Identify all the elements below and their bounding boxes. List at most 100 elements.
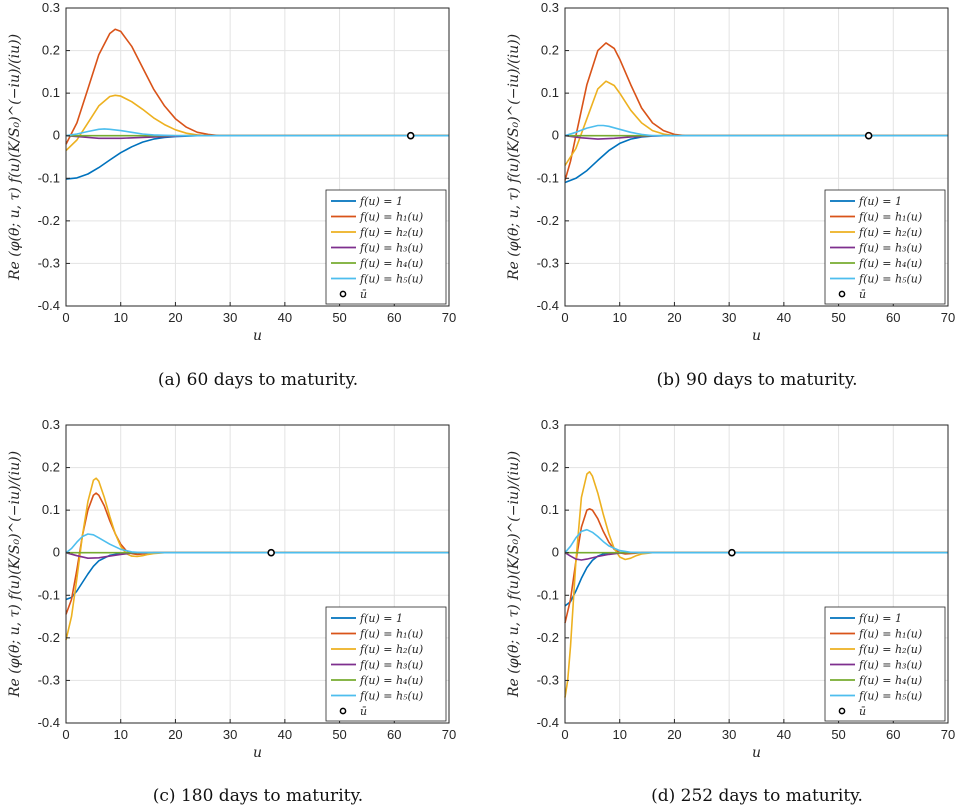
legend-entry: f(u) = h₄(u) [359,674,423,687]
chart-panel-3: 0 10 20 30 40 50 60 70 0.3 0.2 0.1 0 -0.1 -0.2 -0.3 -0.… [7,417,456,806]
legend-marker-swatch [339,290,347,298]
legend-entry: f(u) = h₅(u) [359,690,423,703]
subfigure-caption: (c) 180 days to maturity. [153,786,363,806]
legend-entry: f(u) = h₄(u) [359,257,423,270]
legend-entry: f(u) = h₁(u) [858,628,922,641]
y-tick-label: 0.3 [42,0,60,15]
x-tick-label: 40 [278,310,292,325]
u-bar-marker [728,548,736,557]
axes-box [65,7,450,307]
u-bar-marker [406,131,415,140]
x-axis-label: u [752,328,761,344]
y-tick-label: -0.2 [38,213,60,228]
legend-entry: f(u) = h₄(u) [858,257,922,270]
y-tick-label: -0.1 [537,587,559,602]
axes-box [65,424,450,724]
x-tick-label: 70 [941,310,955,325]
y-tick-label: 0 [53,128,60,143]
legend-entry: f(u) = h₅(u) [858,273,922,286]
legend-entry: f(u) = h₂(u) [359,643,423,656]
x-tick-label: 20 [168,310,182,325]
legend: f(u) = 1 f(u) = h₁(u) f(u) = h₂(u) f(u) = h… [824,189,946,305]
y-tick-label: -0.4 [38,715,60,730]
u-bar-marker [864,131,873,140]
x-axis-label: u [253,328,262,344]
x-axis-label: u [253,745,262,761]
y-tick-label: 0.1 [42,85,60,100]
y-tick-label: 0.3 [541,417,559,432]
x-tick-label: 0 [62,310,69,325]
x-tick-label: 50 [332,727,346,742]
legend: f(u) = 1 f(u) = h₁(u) f(u) = h₂(u) f(u) = h… [325,606,447,722]
y-tick-label: -0.2 [38,630,60,645]
legend-entry: f(u) = 1 [359,195,403,208]
legend-entry: f(u) = h₅(u) [359,273,423,286]
x-tick-label: 10 [113,727,127,742]
y-tick-label: 0.1 [42,502,60,517]
legend-entry: f(u) = h₁(u) [359,211,423,224]
axes-box [564,7,949,307]
legend-entry: f(u) = h₁(u) [858,211,922,224]
x-tick-label: 60 [886,727,900,742]
u-bar-marker [267,548,275,557]
x-tick-label: 50 [332,310,346,325]
series-line-2 [65,28,449,145]
x-tick-label: 40 [777,310,791,325]
legend-entry: f(u) = h₄(u) [858,674,922,687]
y-tick-label: 0.1 [541,502,559,517]
x-tick-label: 40 [777,727,791,742]
series-line-3 [564,80,948,166]
legend-entry: f(u) = h₂(u) [858,643,922,656]
y-axis-label: Re (φ(θ; u, τ) f(u)(K/S₀)^(−iu)/(iu)) [7,34,23,281]
y-tick-label: -0.2 [537,213,559,228]
y-tick-label: -0.3 [38,672,60,687]
x-tick-label: 70 [442,727,456,742]
chart-panel-4: 0 10 20 30 40 50 60 70 0.3 0.2 0.1 0 -0.1 -0.2 -0.3 -0.… [506,417,955,806]
series-line-3 [65,477,449,641]
legend-entry: f(u) = h₁(u) [359,628,423,641]
y-tick-label: -0.1 [38,170,60,185]
y-tick-label: -0.2 [537,630,559,645]
y-tick-label: 0.2 [541,460,559,475]
legend-entry: ū [859,288,866,301]
y-tick-label: 0.1 [541,85,559,100]
subfigure-caption: (b) 90 days to maturity. [657,370,858,390]
y-tick-label: 0 [552,545,559,560]
series-line-6 [65,128,449,137]
x-tick-label: 30 [722,727,736,742]
legend-entry: f(u) = 1 [858,612,902,625]
legend-entry: ū [360,288,367,301]
x-tick-label: 0 [62,727,69,742]
x-axis-label: u [752,745,761,761]
legend-entry: f(u) = h₃(u) [858,659,922,672]
x-tick-label: 20 [667,727,681,742]
x-tick-label: 70 [442,310,456,325]
y-tick-label: -0.1 [537,170,559,185]
y-tick-label: -0.3 [537,255,559,270]
x-tick-label: 60 [387,727,401,742]
legend-entry: f(u) = h₃(u) [858,242,922,255]
y-tick-label: -0.4 [537,298,559,313]
x-tick-label: 20 [667,310,681,325]
subfigure-caption: (d) 252 days to maturity. [651,786,863,806]
x-tick-label: 10 [612,310,626,325]
series-line-6 [564,124,948,137]
legend-entry: f(u) = h₂(u) [858,226,922,239]
x-tick-label: 30 [223,727,237,742]
x-tick-label: 10 [113,310,127,325]
y-tick-label: -0.4 [537,715,559,730]
chart-panel-1: 0 10 20 30 40 50 60 70 0.3 0.2 0.1 0 -0.1 -0.2 -0.3 -0.… [7,0,456,390]
x-tick-label: 0 [561,727,568,742]
legend-entry: ū [360,705,367,718]
y-tick-label: 0 [53,545,60,560]
y-axis-label: Re (φ(θ; u, τ) f(u)(K/S₀)^(−iu)/(iu)) [7,451,23,698]
x-tick-label: 60 [387,310,401,325]
subfigure-caption: (a) 60 days to maturity. [158,370,358,390]
series-line-2 [564,42,948,181]
y-tick-label: -0.3 [38,255,60,270]
x-tick-label: 30 [223,310,237,325]
series-line-6 [564,528,948,554]
y-tick-label: 0.2 [541,43,559,58]
y-tick-label: -0.3 [537,672,559,687]
